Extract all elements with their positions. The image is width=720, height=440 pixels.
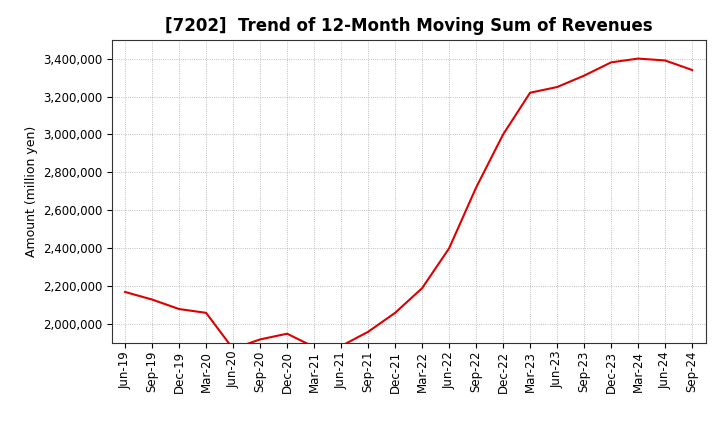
Title: [7202]  Trend of 12-Month Moving Sum of Revenues: [7202] Trend of 12-Month Moving Sum of R… bbox=[165, 17, 652, 35]
Y-axis label: Amount (million yen): Amount (million yen) bbox=[24, 126, 37, 257]
